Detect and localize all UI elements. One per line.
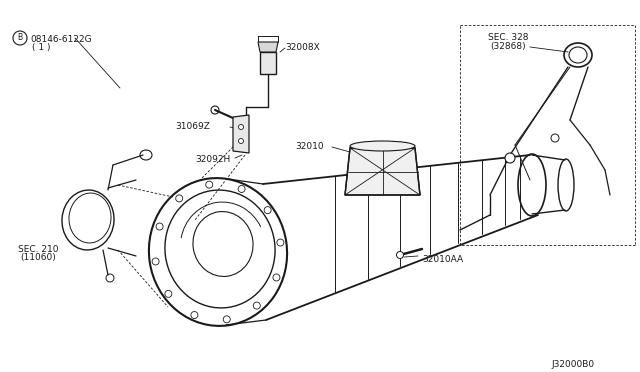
Circle shape <box>273 274 280 281</box>
Circle shape <box>156 223 163 230</box>
Polygon shape <box>345 148 420 195</box>
Circle shape <box>253 302 260 309</box>
Circle shape <box>505 153 515 163</box>
Text: 08146-6122G: 08146-6122G <box>30 35 92 44</box>
Text: 32010: 32010 <box>295 142 324 151</box>
Circle shape <box>165 291 172 297</box>
Text: SEC. 328: SEC. 328 <box>488 33 529 42</box>
Circle shape <box>397 251 403 259</box>
Text: SEC. 210: SEC. 210 <box>18 245 58 254</box>
Circle shape <box>551 134 559 142</box>
Circle shape <box>223 316 230 323</box>
Text: J32000B0: J32000B0 <box>552 360 595 369</box>
Text: ( 1 ): ( 1 ) <box>32 43 51 52</box>
Circle shape <box>152 258 159 265</box>
Circle shape <box>277 239 284 246</box>
Text: 32092H: 32092H <box>195 155 230 164</box>
Polygon shape <box>258 42 278 52</box>
Text: 32010AA: 32010AA <box>422 255 463 264</box>
Ellipse shape <box>350 141 415 151</box>
Circle shape <box>239 138 243 144</box>
Circle shape <box>176 195 182 202</box>
Circle shape <box>264 206 271 214</box>
Circle shape <box>205 181 212 188</box>
Circle shape <box>191 311 198 318</box>
Text: (32868): (32868) <box>490 42 525 51</box>
Text: 32008X: 32008X <box>285 43 320 52</box>
Circle shape <box>238 186 245 192</box>
Text: (11060): (11060) <box>20 253 56 262</box>
Polygon shape <box>260 52 276 74</box>
Circle shape <box>239 125 243 129</box>
Polygon shape <box>233 115 249 153</box>
Text: 31069Z: 31069Z <box>175 122 210 131</box>
Text: B: B <box>17 33 22 42</box>
